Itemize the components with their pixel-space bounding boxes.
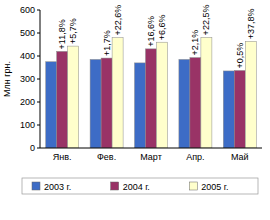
bar [157,42,168,148]
y-axis [40,10,41,148]
legend: 2003 г. 2004 г. 2005 г. [22,178,258,194]
chart: 0100200300400500600Млн грн.+11,8%+1,7%+1… [0,0,270,220]
change-label: +37,8% [246,8,256,39]
y-tick-label: 500 [20,28,35,38]
change-label: +0,5% [235,43,245,69]
x-tick-label: Фев. [97,152,116,162]
bars [46,37,257,148]
x-tick-label: Апр. [186,152,204,162]
y-tick-label: 400 [20,51,35,61]
bar [46,62,57,148]
bar [90,59,101,148]
change-label: +6,6% [157,14,167,40]
x-tick-label: Май [231,152,249,162]
x-axis [40,148,262,149]
bar [179,59,190,148]
change-label: +11,8% [57,19,67,49]
y-tick-label: 300 [20,74,35,84]
legend-frame [22,178,258,194]
change-label: +5,7% [68,18,78,44]
y-axis-label: Млн грн. [2,61,12,97]
bar [101,58,112,148]
annotations: +11,8% +1,7% +16,6% +2,1% +0,5% +5,7% +22,6% +6… [57,5,256,69]
change-label: +16,6% [146,16,156,47]
legend-swatch [32,182,40,190]
change-label: +2,1% [190,30,200,56]
chart-container: 0100200300400500600Млн грн.+11,8%+1,7%+1… [0,0,270,220]
y-tick-label: 0 [30,143,35,153]
bar [245,41,256,148]
y-tick-label: 600 [20,5,35,15]
bar [190,58,201,148]
change-label: +22,5% [201,5,211,36]
bar [112,38,123,148]
bar [135,63,146,148]
change-label: +22,6% [113,5,123,36]
legend-label: 2004 г. [123,182,150,192]
bar [234,70,245,148]
legend-swatch [189,182,197,190]
bar [57,51,68,148]
y-tick-label: 100 [20,120,35,130]
change-label: +1,7% [102,30,112,56]
bar [68,46,79,148]
x-tick-label: Март [140,152,162,162]
y-tick-label: 200 [20,97,35,107]
bar [201,37,212,148]
legend-swatch [111,182,119,190]
bar [146,49,157,148]
legend-label: 2003 г. [44,182,71,192]
x-tick-label: Янв. [53,152,72,162]
bar [223,71,234,148]
legend-label: 2005 г. [201,182,228,192]
